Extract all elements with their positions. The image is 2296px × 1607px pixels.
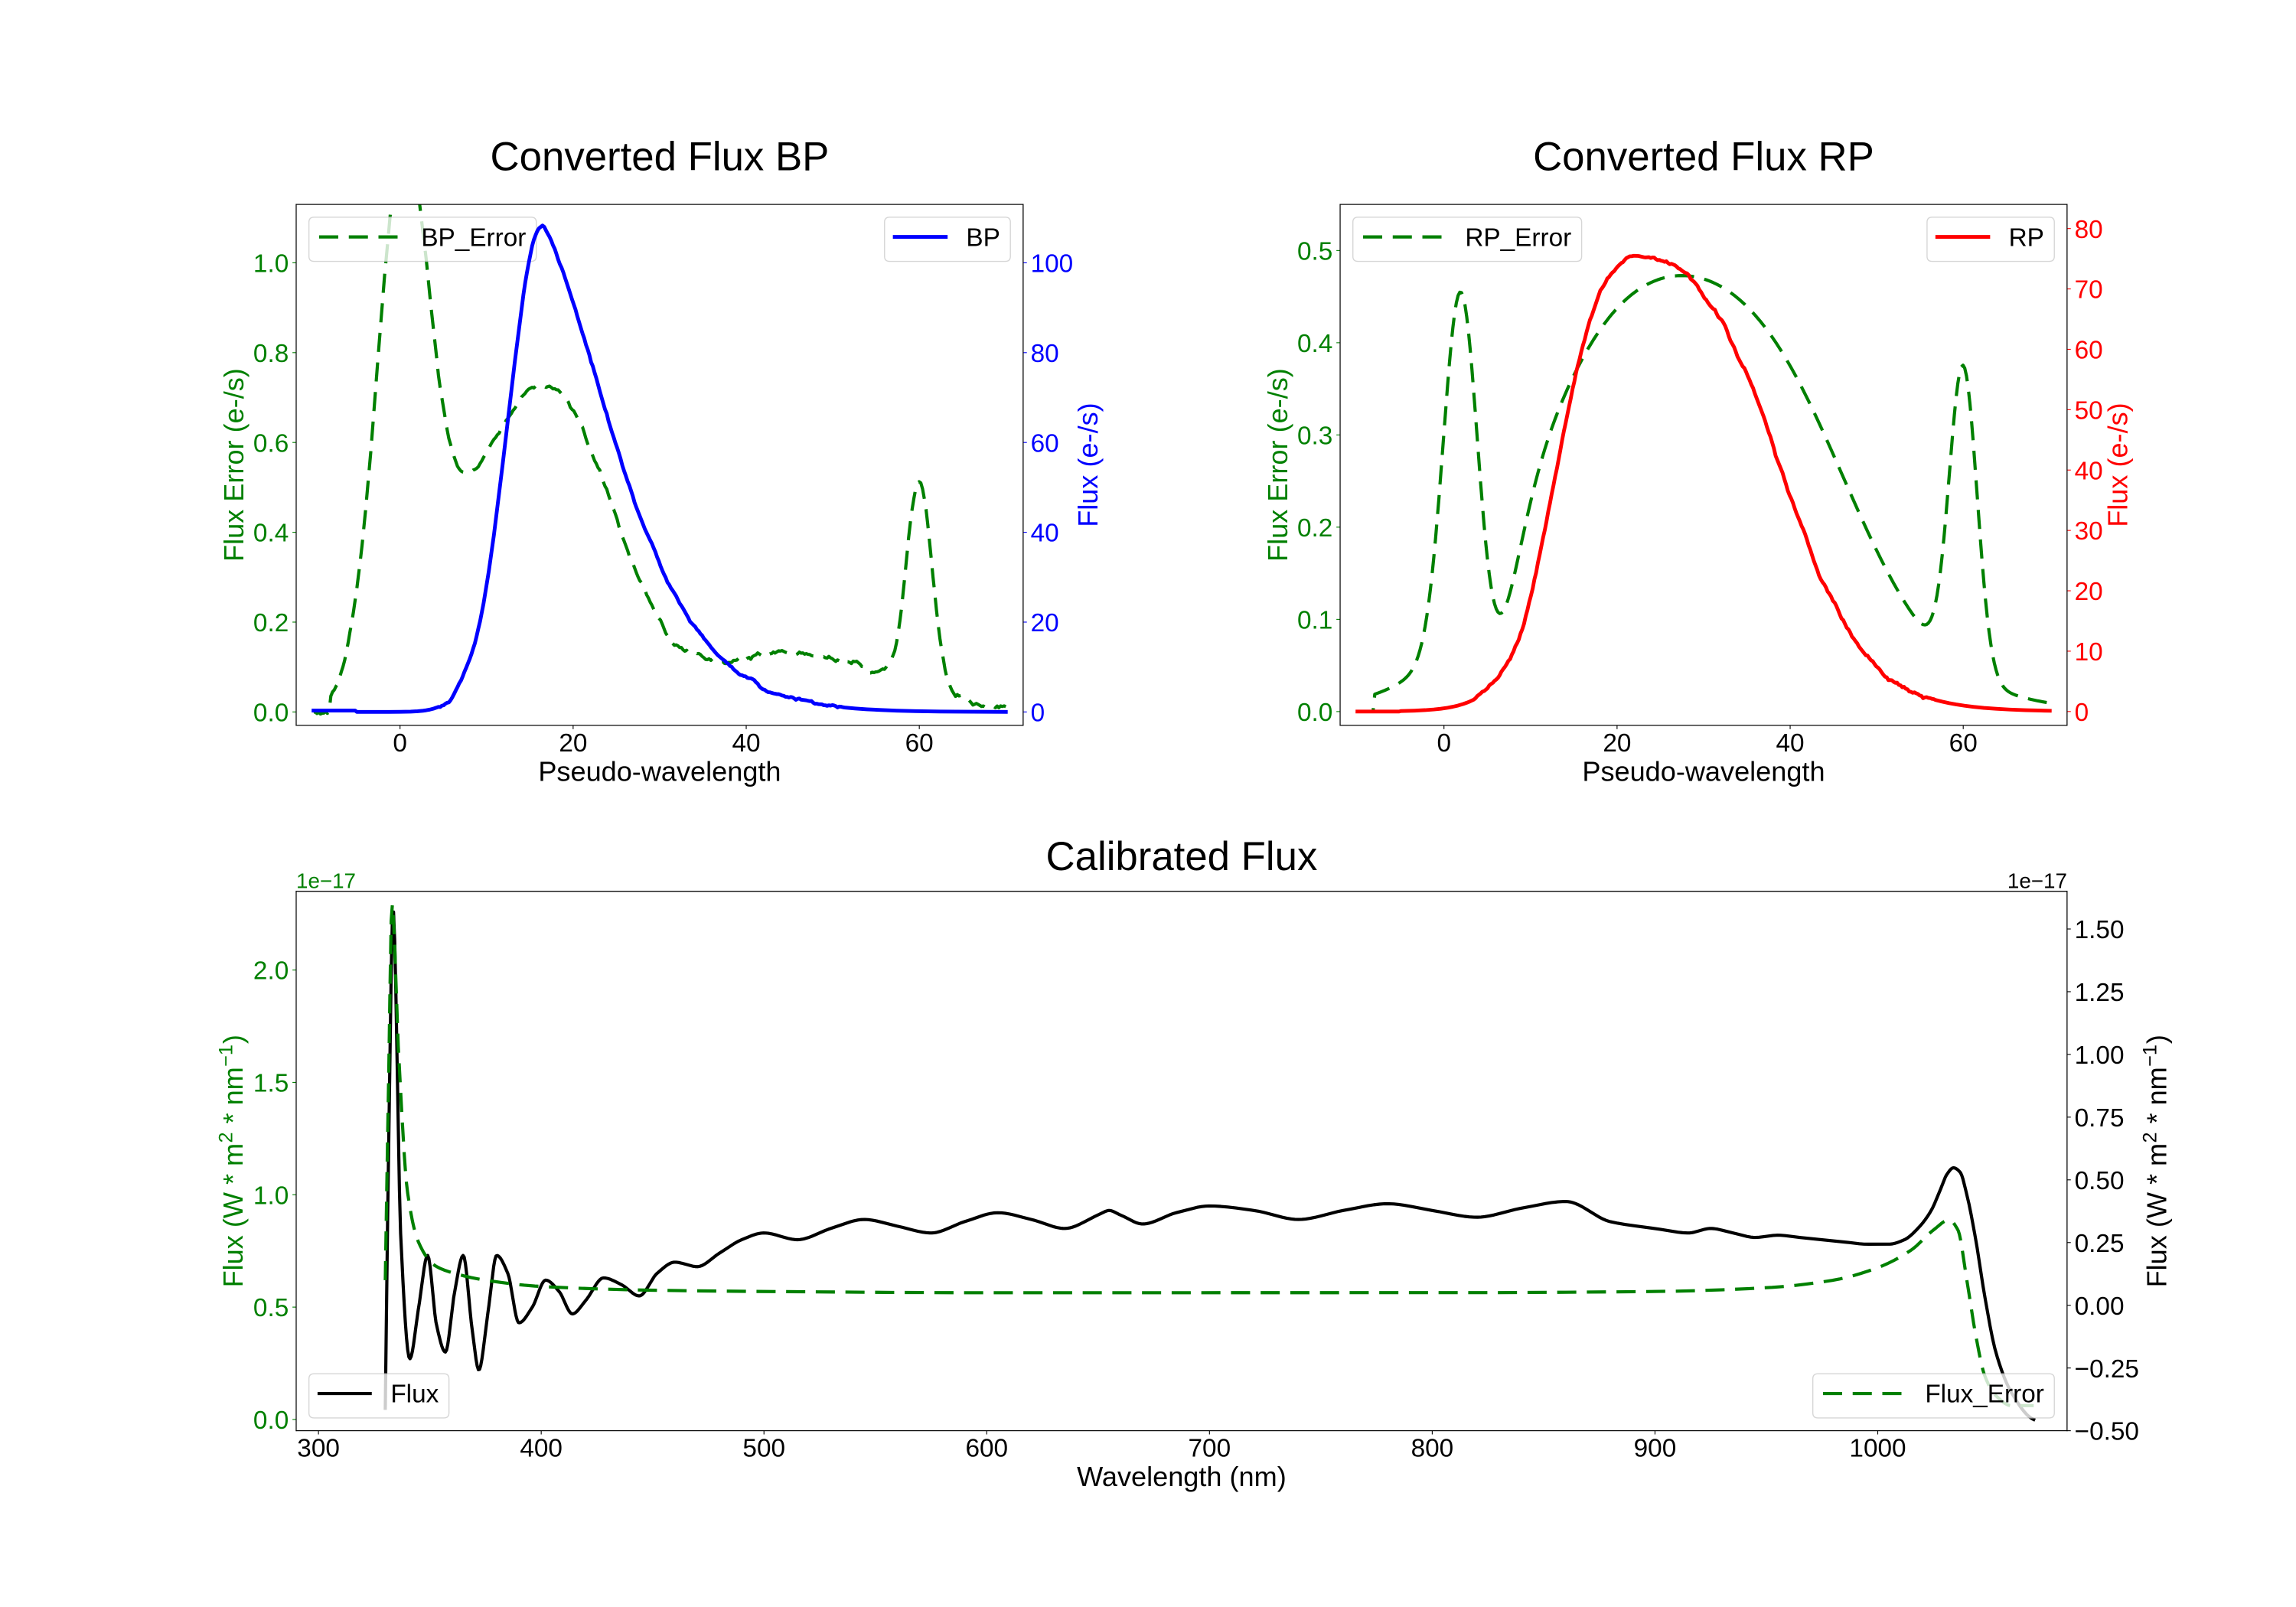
svg-text:Flux Error (e-/s): Flux Error (e-/s) [218, 368, 249, 562]
svg-text:Pseudo-wavelength: Pseudo-wavelength [538, 755, 781, 787]
svg-text:0.6: 0.6 [253, 429, 289, 458]
svg-text:0.0: 0.0 [253, 1407, 289, 1435]
svg-text:20: 20 [1031, 609, 1059, 637]
svg-text:20: 20 [1603, 729, 1631, 758]
svg-text:−0.25: −0.25 [2075, 1355, 2139, 1384]
svg-text:0.8: 0.8 [253, 340, 289, 368]
svg-text:0: 0 [393, 729, 407, 758]
svg-text:30: 30 [2075, 517, 2103, 546]
svg-text:0.4: 0.4 [253, 520, 289, 548]
svg-text:0.5: 0.5 [1297, 237, 1332, 266]
svg-text:Converted Flux RP: Converted Flux RP [1533, 135, 1874, 180]
svg-text:300: 300 [297, 1435, 340, 1463]
svg-text:0.75: 0.75 [2075, 1104, 2125, 1133]
svg-text:60: 60 [905, 729, 934, 758]
svg-text:Flux: Flux [390, 1380, 439, 1409]
svg-text:80: 80 [1031, 340, 1059, 368]
svg-text:0.1: 0.1 [1297, 606, 1332, 634]
svg-text:900: 900 [1634, 1435, 1677, 1463]
svg-text:400: 400 [520, 1435, 563, 1463]
svg-text:0.3: 0.3 [1297, 422, 1332, 450]
svg-text:60: 60 [1031, 429, 1059, 458]
svg-text:BP: BP [966, 223, 1000, 252]
svg-text:Flux (e-/s): Flux (e-/s) [1072, 403, 1104, 527]
svg-text:600: 600 [965, 1435, 1008, 1463]
svg-text:1.5: 1.5 [253, 1070, 289, 1098]
svg-text:20: 20 [559, 729, 587, 758]
svg-text:0.2: 0.2 [1297, 514, 1332, 543]
svg-text:Flux (e-/s): Flux (e-/s) [2102, 403, 2133, 527]
svg-text:−0.50: −0.50 [2075, 1418, 2139, 1446]
svg-text:Flux Error (e-/s): Flux Error (e-/s) [1262, 368, 1293, 562]
svg-text:F l u x: F l u x ( W * m * n m ) 2 − 1 [2139, 1031, 2172, 1288]
svg-text:0.4: 0.4 [1297, 330, 1332, 358]
svg-text:1.0: 1.0 [253, 249, 289, 278]
svg-text:40: 40 [732, 729, 760, 758]
svg-text:0.25: 0.25 [2075, 1230, 2125, 1258]
svg-text:20: 20 [2075, 578, 2103, 606]
svg-text:0: 0 [1437, 729, 1451, 758]
svg-text:0.0: 0.0 [253, 699, 289, 727]
svg-text:40: 40 [1031, 520, 1059, 548]
svg-text:1.50: 1.50 [2075, 916, 2125, 944]
svg-text:1.00: 1.00 [2075, 1041, 2125, 1070]
svg-text:700: 700 [1189, 1435, 1231, 1463]
svg-text:1e−17: 1e−17 [296, 869, 356, 893]
svg-text:1e−17: 1e−17 [2007, 869, 2067, 893]
svg-text:500: 500 [742, 1435, 785, 1463]
svg-text:0.2: 0.2 [253, 609, 289, 637]
svg-text:50: 50 [2075, 396, 2103, 425]
svg-text:60: 60 [1949, 729, 1978, 758]
svg-text:0.00: 0.00 [2075, 1292, 2125, 1321]
svg-text:80: 80 [2075, 216, 2103, 244]
svg-text:1.0: 1.0 [253, 1182, 289, 1210]
svg-text:100: 100 [1031, 249, 1074, 278]
svg-text:70: 70 [2075, 276, 2103, 305]
svg-text:2.0: 2.0 [253, 957, 289, 986]
svg-text:40: 40 [1776, 729, 1805, 758]
svg-text:0.5: 0.5 [253, 1294, 289, 1322]
svg-text:Flux_Error: Flux_Error [1925, 1380, 2044, 1409]
svg-text:Calibrated Flux: Calibrated Flux [1046, 834, 1318, 879]
svg-text:BP_Error: BP_Error [421, 223, 526, 252]
svg-text:F l u x: F l u x ( W * m * n m ) 2 − 1 [216, 1031, 249, 1288]
svg-text:1000: 1000 [1849, 1435, 1906, 1463]
svg-text:Converted Flux BP: Converted Flux BP [491, 135, 830, 180]
svg-text:40: 40 [2075, 457, 2103, 485]
svg-text:0: 0 [2075, 699, 2089, 727]
svg-text:10: 10 [2075, 638, 2103, 667]
svg-text:0: 0 [1031, 699, 1045, 727]
svg-text:Pseudo-wavelength: Pseudo-wavelength [1582, 755, 1825, 787]
svg-text:60: 60 [2075, 337, 2103, 365]
svg-text:0.50: 0.50 [2075, 1167, 2125, 1195]
svg-text:0.0: 0.0 [1297, 699, 1332, 727]
svg-text:1.25: 1.25 [2075, 979, 2125, 1007]
svg-text:800: 800 [1411, 1435, 1454, 1463]
svg-text:RP: RP [2009, 223, 2044, 252]
svg-text:RP_Error: RP_Error [1465, 223, 1571, 252]
svg-text:Wavelength (nm): Wavelength (nm) [1077, 1461, 1287, 1492]
